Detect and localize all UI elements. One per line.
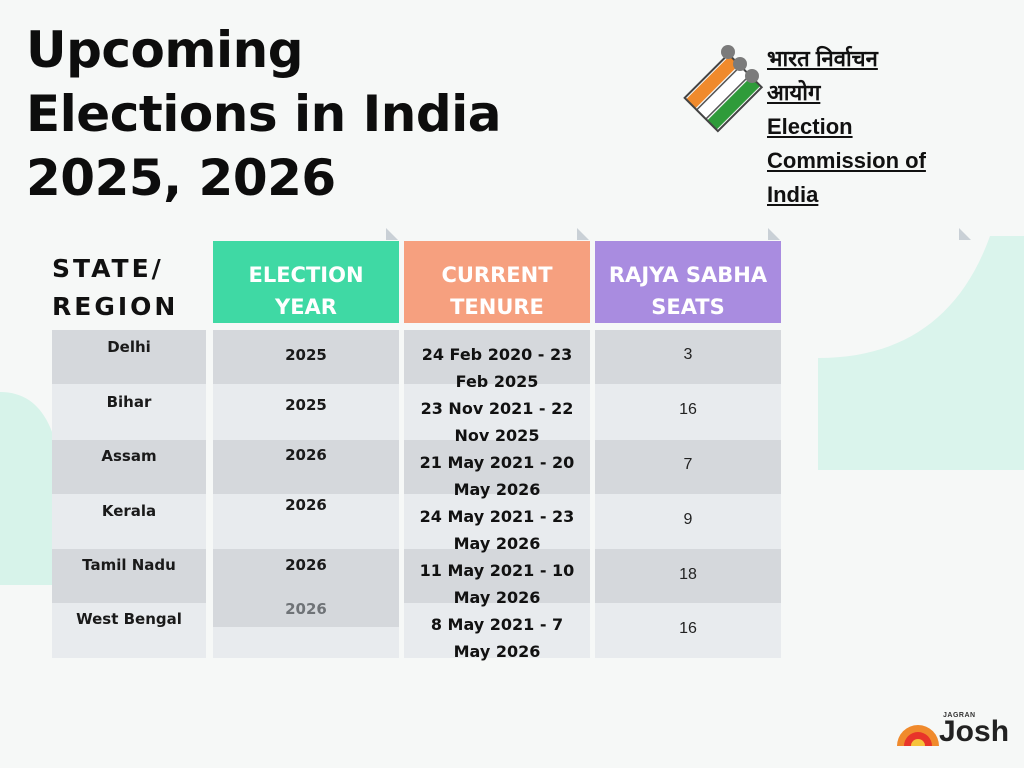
state-cell: Assam bbox=[101, 447, 157, 465]
year-cell: 2026 bbox=[285, 496, 327, 514]
state-cell: Delhi bbox=[107, 338, 151, 356]
seats-cell: 16 bbox=[679, 620, 697, 637]
state-cell: Kerala bbox=[101, 502, 157, 520]
tenure-cell: 21 May 2021 - 20 May 2026 bbox=[419, 453, 575, 499]
year-cell: 2025 bbox=[285, 346, 327, 364]
seats-cell: 16 bbox=[679, 401, 697, 418]
state-cell: Tamil Nadu bbox=[82, 556, 176, 574]
seats-cell: 7 bbox=[683, 456, 693, 473]
tenure-cell: 8 May 2021 - 7 May 2026 bbox=[430, 615, 564, 661]
seats-cell: 18 bbox=[679, 566, 697, 583]
eci-logo-icon bbox=[683, 45, 764, 133]
current-tenure-header: CURRENT TENURE bbox=[404, 241, 590, 323]
year-cell: 2026 bbox=[285, 600, 327, 618]
brand-name: Josh bbox=[939, 715, 1010, 748]
rajya-sabha-seats-header: RAJYA SABHA SEATS bbox=[595, 241, 781, 323]
eci-name: भारत निर्वाचन आयोग Election Commission o… bbox=[767, 46, 926, 207]
tenure-cell: 24 Feb 2020 - 23 Feb 2025 bbox=[421, 345, 573, 391]
election-year-header: ELECTION YEAR bbox=[213, 241, 399, 323]
state-region-header: STATE/ REGION bbox=[52, 254, 179, 321]
tenure-cell: 23 Nov 2021 - 22 Nov 2025 bbox=[420, 399, 574, 445]
seats-cell: 9 bbox=[683, 511, 693, 528]
state-cell: West Bengal bbox=[76, 610, 182, 628]
year-cell: 2025 bbox=[285, 396, 327, 414]
year-cell: 2026 bbox=[285, 446, 327, 464]
state-cell: Bihar bbox=[106, 393, 152, 411]
year-cell: 2026 bbox=[285, 556, 327, 574]
brand-small-text: JAGRAN bbox=[943, 712, 976, 719]
seats-cell: 3 bbox=[683, 346, 693, 363]
tenure-cell: 11 May 2021 - 10 May 2026 bbox=[419, 561, 575, 607]
page-title: Upcoming Elections in India 2025, 2026 bbox=[26, 21, 502, 207]
tenure-cell: 24 May 2021 - 23 May 2026 bbox=[419, 507, 575, 553]
sunrise-icon bbox=[897, 725, 939, 746]
